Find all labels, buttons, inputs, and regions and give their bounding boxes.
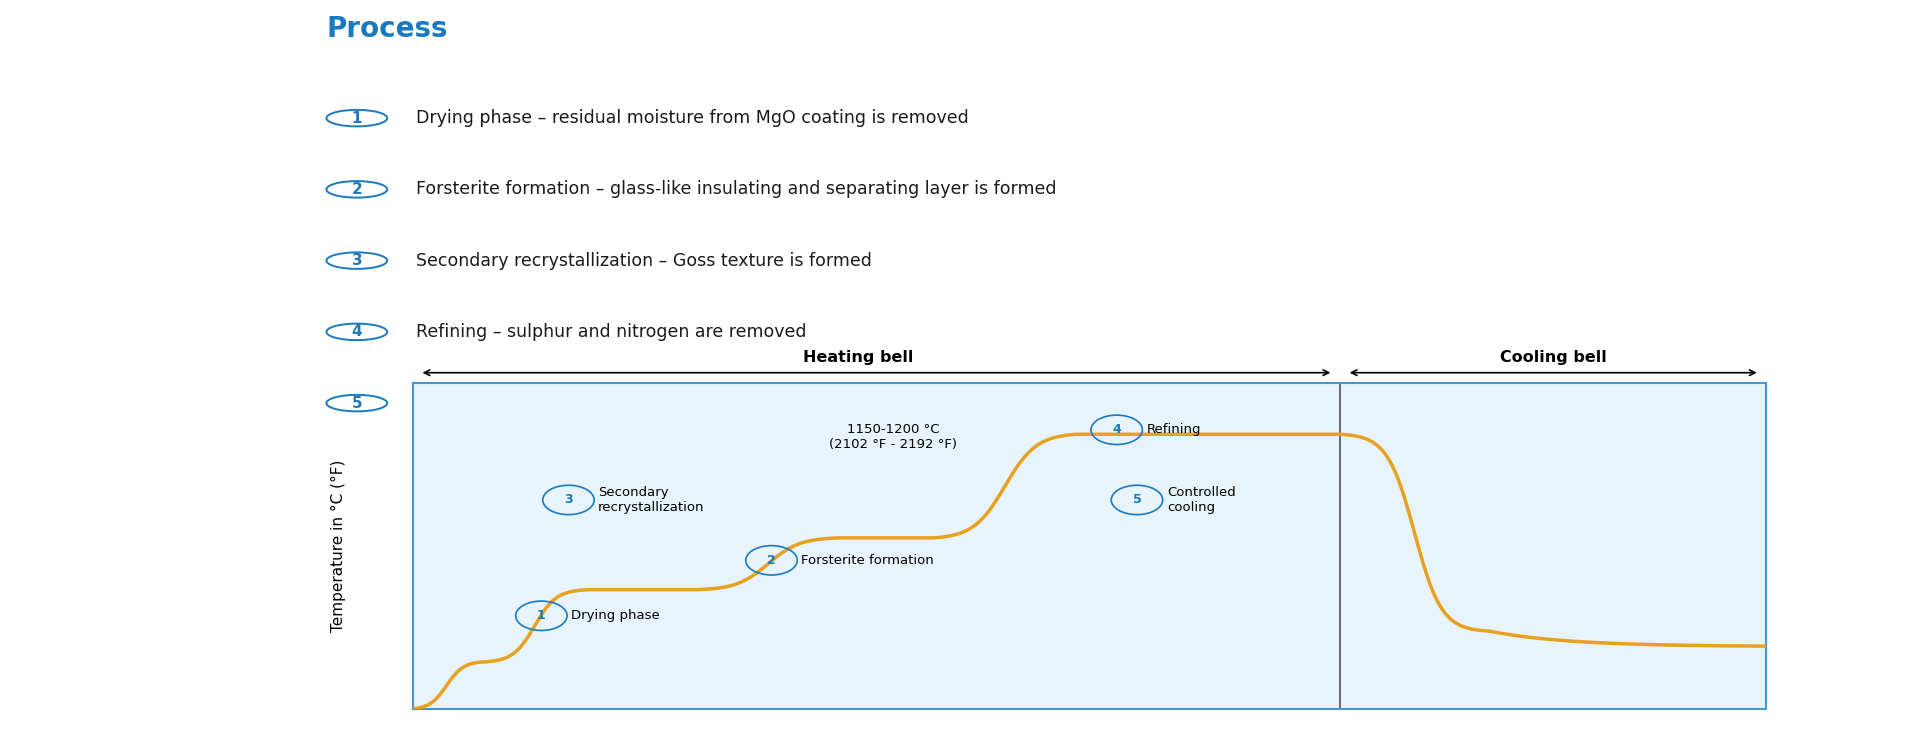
Text: Process: Process: [326, 15, 447, 43]
Text: 3: 3: [351, 254, 363, 268]
Text: Refining: Refining: [1146, 423, 1200, 436]
Text: Cooling bell: Cooling bell: [1500, 350, 1607, 364]
Text: Drying phase – residual moisture from MgO coating is removed: Drying phase – residual moisture from Mg…: [417, 110, 970, 127]
Text: Temperature in °C (°F): Temperature in °C (°F): [330, 460, 346, 632]
Text: 5: 5: [351, 396, 363, 411]
Text: Secondary recrystallization – Goss texture is formed: Secondary recrystallization – Goss textu…: [417, 252, 872, 270]
Text: 1: 1: [351, 111, 363, 125]
Text: Refining – sulphur and nitrogen are removed: Refining – sulphur and nitrogen are remo…: [417, 322, 806, 340]
Text: 2: 2: [768, 554, 776, 567]
Text: 4: 4: [351, 324, 363, 339]
Text: Controlled
cooling: Controlled cooling: [1167, 486, 1235, 514]
Text: 2: 2: [351, 182, 363, 197]
Text: Heating bell: Heating bell: [803, 350, 914, 364]
Text: 5: 5: [1133, 494, 1140, 506]
Text: 1150-1200 °C
(2102 °F - 2192 °F): 1150-1200 °C (2102 °F - 2192 °F): [829, 423, 958, 451]
Text: Controlled cooling – to avoid stress caused by contraction: Controlled cooling – to avoid stress cau…: [417, 394, 922, 412]
Text: 4: 4: [1112, 423, 1121, 436]
Text: 1: 1: [538, 609, 545, 622]
Text: Drying phase: Drying phase: [570, 609, 660, 622]
Text: 3: 3: [564, 494, 572, 506]
Text: Forsterite formation – glass-like insulating and separating layer is formed: Forsterite formation – glass-like insula…: [417, 181, 1056, 199]
Text: Forsterite formation: Forsterite formation: [801, 554, 933, 567]
Text: Secondary
recrystallization: Secondary recrystallization: [599, 486, 705, 514]
